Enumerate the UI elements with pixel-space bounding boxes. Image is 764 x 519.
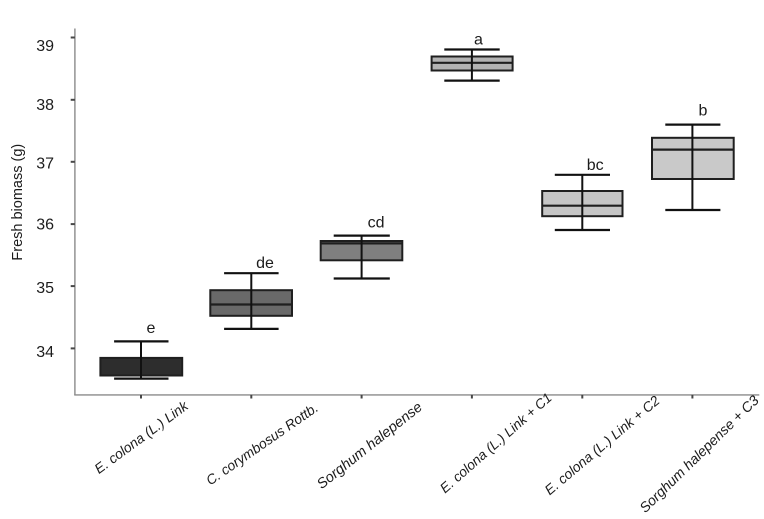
svg-text:35: 35: [36, 280, 54, 297]
svg-text:38: 38: [36, 97, 54, 114]
svg-text:cd: cd: [368, 215, 385, 232]
svg-text:de: de: [256, 255, 274, 272]
svg-text:Fresh biomass (g): Fresh biomass (g): [10, 144, 26, 261]
svg-text:36: 36: [36, 217, 54, 234]
svg-text:34: 34: [36, 344, 54, 361]
svg-text:39: 39: [36, 38, 54, 55]
svg-text:bc: bc: [587, 157, 604, 174]
svg-text:e: e: [146, 320, 155, 337]
svg-text:b: b: [699, 102, 708, 119]
svg-text:a: a: [474, 31, 483, 48]
svg-text:37: 37: [36, 155, 54, 172]
